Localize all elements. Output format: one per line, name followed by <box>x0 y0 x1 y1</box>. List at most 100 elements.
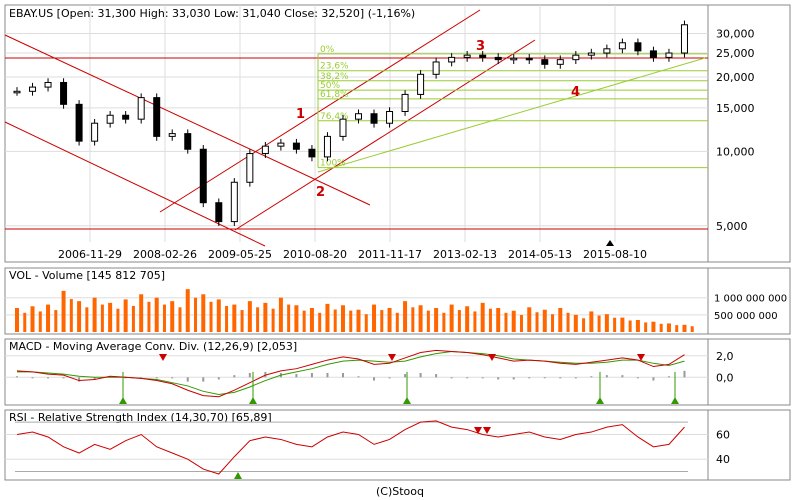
price-y-tick-label: 25,000 <box>716 47 755 60</box>
volume-bar <box>628 320 632 332</box>
macd-title: MACD - Moving Average Conv. Div. (12,26,… <box>9 340 297 353</box>
price-candle <box>417 73 425 95</box>
price-candle <box>215 202 223 223</box>
volume-bar <box>139 294 144 332</box>
macd-line <box>16 349 685 398</box>
price-candle <box>261 145 269 155</box>
price-candle <box>572 54 580 61</box>
volume-bar <box>77 301 82 332</box>
price-candle <box>370 113 378 124</box>
volume-bar <box>473 311 477 332</box>
price-x-tick-label: 2014-05-13 <box>508 248 572 261</box>
volume-bar <box>690 326 694 332</box>
price-candle <box>13 90 21 94</box>
volume-bar <box>349 310 353 332</box>
volume-bar <box>411 307 415 332</box>
price-candle <box>432 61 440 75</box>
price-candle <box>199 148 207 204</box>
price-candle <box>587 52 595 56</box>
volume-bar <box>178 307 182 332</box>
wave-annotation: 3 <box>476 39 485 54</box>
price-candle <box>401 93 409 112</box>
macd-histogram-bar <box>450 377 453 379</box>
volume-bar <box>325 303 330 332</box>
volume-bar <box>442 312 446 332</box>
volume-bar <box>294 305 299 332</box>
price-candle <box>153 97 161 137</box>
macd-y-tick-label: 0,0 <box>716 371 734 384</box>
oversold-signal-icon <box>234 472 242 479</box>
volume-bar <box>333 309 337 332</box>
volume-bar <box>597 315 601 332</box>
price-candle <box>556 59 564 65</box>
price-candle <box>168 133 176 137</box>
macd-histogram-bar <box>93 377 96 380</box>
fib-level-label: 76,4% <box>320 112 349 122</box>
price-x-tick-label: 2010-08-20 <box>283 248 347 261</box>
volume-bar <box>426 310 430 332</box>
volume-bar <box>364 314 368 332</box>
macd-histogram-bar <box>419 373 422 378</box>
macd-histogram-bar <box>78 377 81 382</box>
price-candle <box>230 181 238 223</box>
macd-histogram-bar <box>388 377 391 379</box>
volume-bar <box>566 312 570 332</box>
price-candle <box>386 110 394 124</box>
volume-bar <box>519 314 523 332</box>
wave-annotation: 2 <box>316 185 325 200</box>
price-candle <box>29 86 37 92</box>
volume-bar <box>23 312 27 332</box>
wave-annotation: 4 <box>571 85 580 100</box>
copyright-footer: (C)Stooq <box>375 485 424 498</box>
price-candle <box>323 135 331 158</box>
macd-histogram-bar <box>155 377 158 379</box>
macd-histogram-bar <box>605 375 608 378</box>
volume-panel: VOL - Volume [145 812 705] 500 000 000 1 0… <box>4 267 791 335</box>
volume-bar <box>675 325 679 332</box>
volume-bar <box>659 323 663 332</box>
price-x-tick-label: 2008-02-26 <box>133 248 197 261</box>
price-candle <box>137 97 145 120</box>
macd-histogram-bar <box>233 375 236 378</box>
volume-bar <box>488 308 492 332</box>
volume-bar <box>318 312 322 332</box>
rsi-title: RSI - Relative Strength Index (14,30,70)… <box>9 411 272 424</box>
volume-bar <box>434 308 439 332</box>
sell-signal-icon <box>159 354 167 361</box>
macd-histogram-bar <box>326 373 329 378</box>
volume-bar <box>216 299 221 332</box>
stock-chart: 5,000 10,000 15,000 20,000 25,000 30,000 2006-… <box>4 4 791 481</box>
volume-bar <box>589 311 594 332</box>
sell-signal-icon <box>488 354 496 361</box>
macd-histogram-bar <box>683 370 686 378</box>
macd-histogram-bar <box>295 374 298 378</box>
price-candle <box>463 54 471 58</box>
price-candle <box>665 52 673 58</box>
price-x-tick-label: 2011-11-17 <box>358 248 422 261</box>
price-candle <box>618 42 626 50</box>
macd-histogram-bar <box>109 376 112 378</box>
fib-level-label: 100% <box>320 159 346 169</box>
trend-channel-line <box>4 34 371 206</box>
macd-histogram-bar <box>186 377 189 382</box>
price-x-tick-label: 2009-05-25 <box>208 248 272 261</box>
price-x-tick-label: 2006-11-29 <box>58 248 122 261</box>
price-candle <box>510 57 518 61</box>
macd-histogram-bar <box>341 373 344 378</box>
macd-histogram-bar <box>652 377 655 381</box>
volume-bar <box>92 297 97 332</box>
price-candle <box>184 133 192 150</box>
volume-bar <box>551 314 555 332</box>
fib-level-label: 50% <box>320 81 340 91</box>
price-candle <box>60 81 68 105</box>
price-candle <box>479 54 487 58</box>
macd-histogram-bar <box>528 377 531 379</box>
volume-bar <box>613 317 617 332</box>
volume-bar <box>635 320 640 332</box>
price-panel: 5,000 10,000 15,000 20,000 25,000 30,000 2006-… <box>4 4 791 263</box>
buy-signal-icon <box>249 397 257 404</box>
trend-channel-line <box>234 39 536 231</box>
volume-bar <box>682 324 687 332</box>
volume-bar <box>558 308 563 332</box>
volume-bar <box>582 318 586 332</box>
